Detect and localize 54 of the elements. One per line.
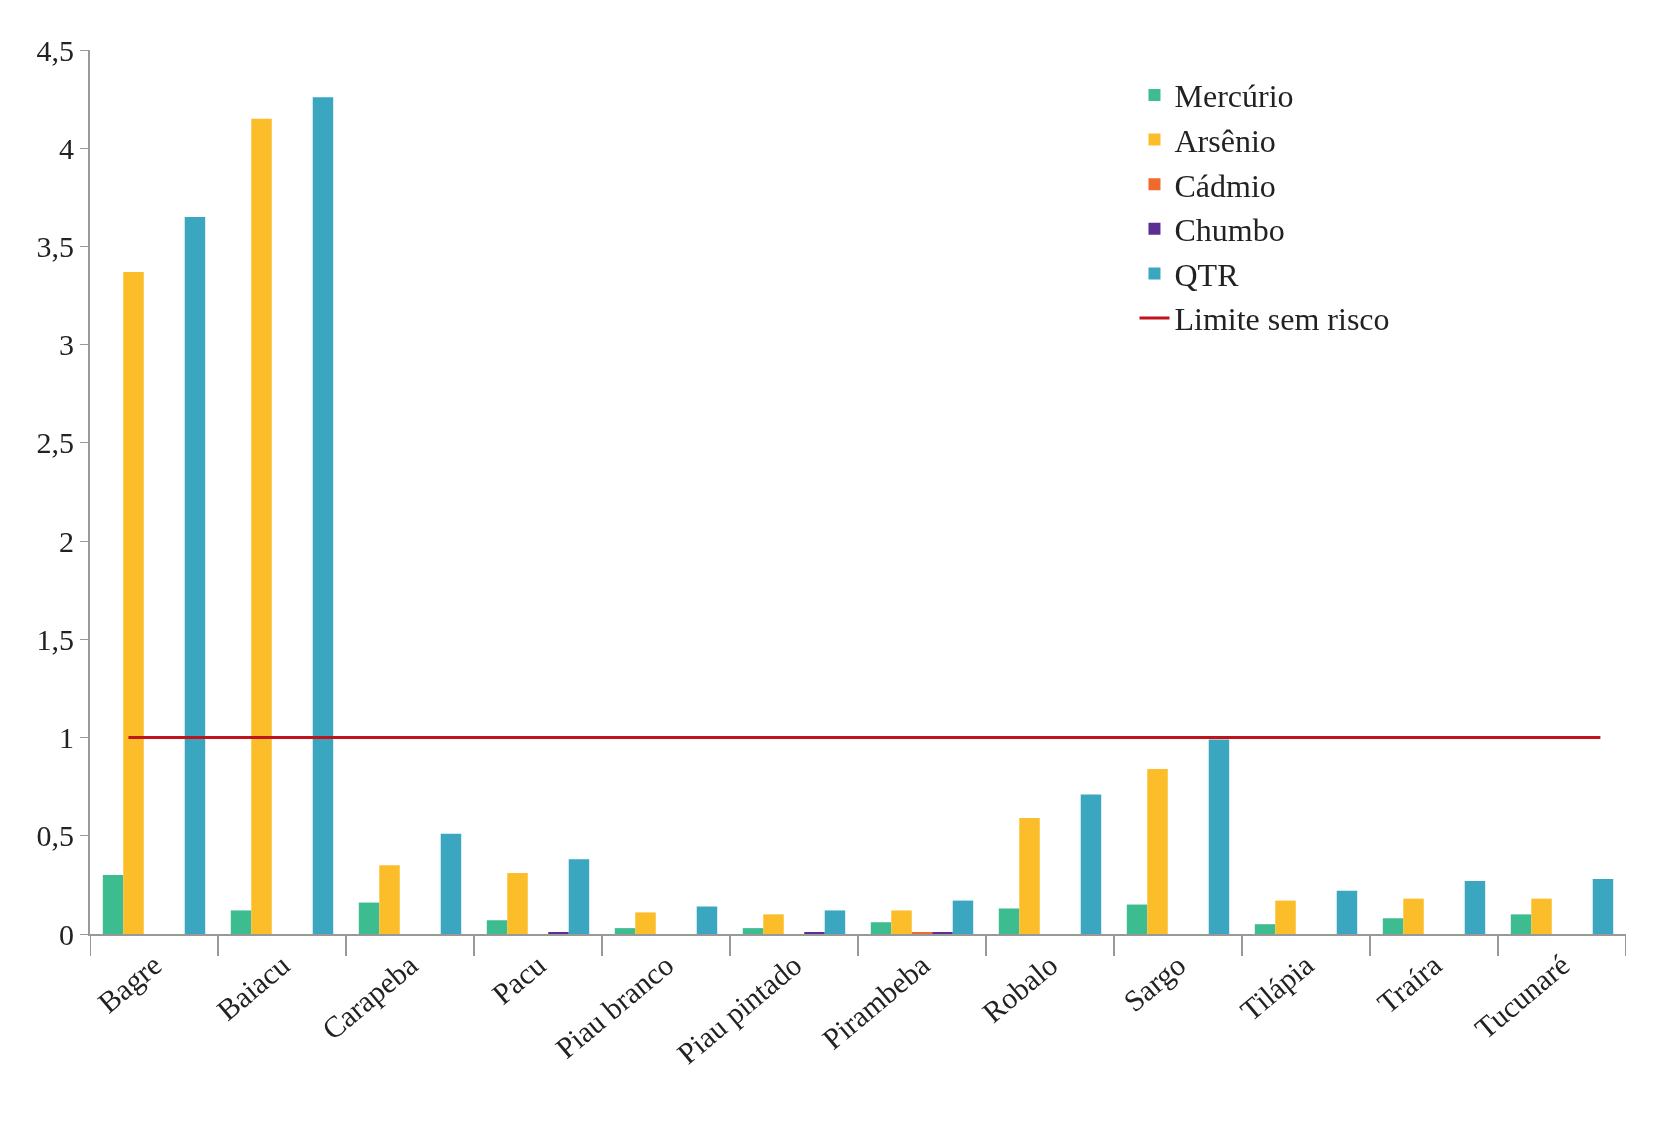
bar <box>123 271 144 934</box>
bar <box>763 914 784 934</box>
y-tick-label: 3,5 <box>36 229 74 263</box>
bar <box>1254 924 1276 934</box>
bar <box>635 912 656 934</box>
bar <box>440 833 462 934</box>
legend-label: Cádmio <box>1174 167 1276 204</box>
y-tick-label: 1 <box>59 721 74 755</box>
bar <box>998 908 1020 934</box>
bar <box>184 216 206 934</box>
bar <box>230 910 252 934</box>
y-tick-label: 3 <box>59 328 74 362</box>
bar <box>1080 794 1102 934</box>
bar <box>891 910 912 934</box>
bar <box>1147 768 1168 934</box>
bar <box>1275 900 1296 934</box>
y-tick-label: 1,5 <box>36 622 74 656</box>
y-tick-label: 0,5 <box>36 819 74 853</box>
bar <box>1403 898 1424 934</box>
x-tick-label: Sargo <box>1117 947 1192 1018</box>
bar <box>742 928 764 934</box>
bar <box>486 920 508 934</box>
y-tick-label: 2 <box>59 524 74 558</box>
legend-label: Limite sem risco <box>1174 301 1390 338</box>
bar <box>1336 890 1358 934</box>
bar <box>1208 739 1230 934</box>
bar <box>251 118 272 934</box>
bar <box>358 902 380 934</box>
bar <box>312 97 334 934</box>
legend-label: Arsênio <box>1174 123 1276 160</box>
bar <box>102 875 124 934</box>
bar <box>1531 898 1552 934</box>
bar <box>379 865 400 934</box>
bar <box>1382 918 1404 934</box>
bar <box>824 910 846 934</box>
y-tick-label: 2,5 <box>36 426 74 460</box>
bar <box>1592 879 1614 934</box>
bar <box>568 859 590 934</box>
bar <box>614 928 636 934</box>
bar <box>507 873 528 934</box>
legend-label: Chumbo <box>1174 212 1285 249</box>
bar <box>1464 880 1486 934</box>
x-tick-label: Pacu <box>485 947 552 1011</box>
y-tick-label: 0 <box>59 917 74 951</box>
y-tick-label: 4 <box>59 131 74 165</box>
y-tick-label: 4,5 <box>36 33 74 67</box>
bar <box>952 900 974 934</box>
bar <box>870 922 892 934</box>
bar <box>1019 818 1040 934</box>
bar <box>1510 914 1532 934</box>
legend-label: QTR <box>1174 256 1240 293</box>
bar <box>1126 904 1148 934</box>
legend-label: Mercúrio <box>1174 78 1294 115</box>
bar <box>696 906 718 934</box>
